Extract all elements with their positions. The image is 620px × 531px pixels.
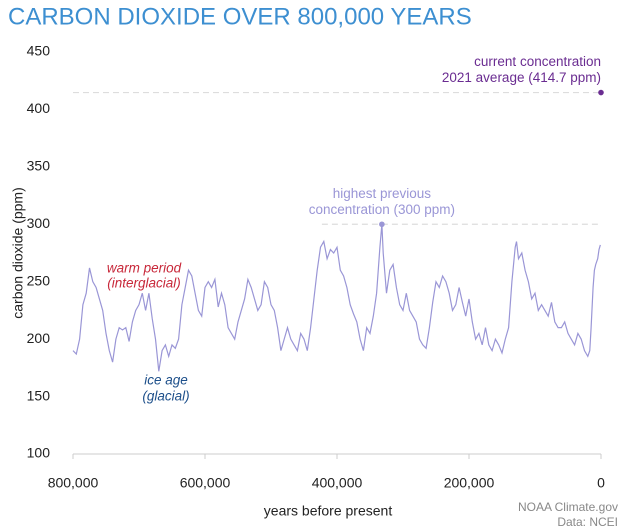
- x-tick-label: 0: [597, 475, 605, 491]
- chart-title: CARBON DIOXIDE OVER 800,000 YEARS: [8, 3, 472, 30]
- y-tick-label: 450: [27, 43, 51, 59]
- highlight-label: 2021 average (414.7 ppm): [442, 70, 601, 85]
- y-axis-label: carbon dioxide (ppm): [10, 187, 26, 319]
- highlight-point: [379, 221, 385, 228]
- annotation: ice age: [144, 373, 188, 388]
- annotation: warm period: [107, 261, 182, 276]
- source: NOAA Climate.gov: [518, 500, 618, 514]
- source: Data: NCEI: [557, 515, 618, 529]
- x-tick-label: 800,000: [48, 475, 99, 491]
- y-tick-label: 300: [27, 215, 51, 231]
- y-tick-label: 400: [27, 100, 51, 116]
- y-tick-label: 200: [27, 330, 51, 346]
- x-tick-label: 600,000: [180, 475, 231, 491]
- highlight-label: highest previous: [333, 186, 432, 201]
- y-tick-label: 100: [27, 445, 51, 461]
- highlight-label: concentration (300 ppm): [309, 202, 455, 217]
- x-tick-label: 200,000: [444, 475, 495, 491]
- annotation: (glacial): [142, 389, 189, 404]
- y-tick-label: 250: [27, 272, 51, 288]
- x-axis-label: years before present: [264, 503, 393, 519]
- x-tick-label: 400,000: [312, 475, 363, 491]
- highlight-label: current concentration: [474, 54, 601, 69]
- line: [72, 224, 601, 372]
- y-tick-label: 150: [27, 387, 51, 403]
- annotation: (interglacial): [107, 276, 181, 291]
- y-tick-label: 350: [27, 158, 51, 174]
- highlight-point: [598, 89, 604, 96]
